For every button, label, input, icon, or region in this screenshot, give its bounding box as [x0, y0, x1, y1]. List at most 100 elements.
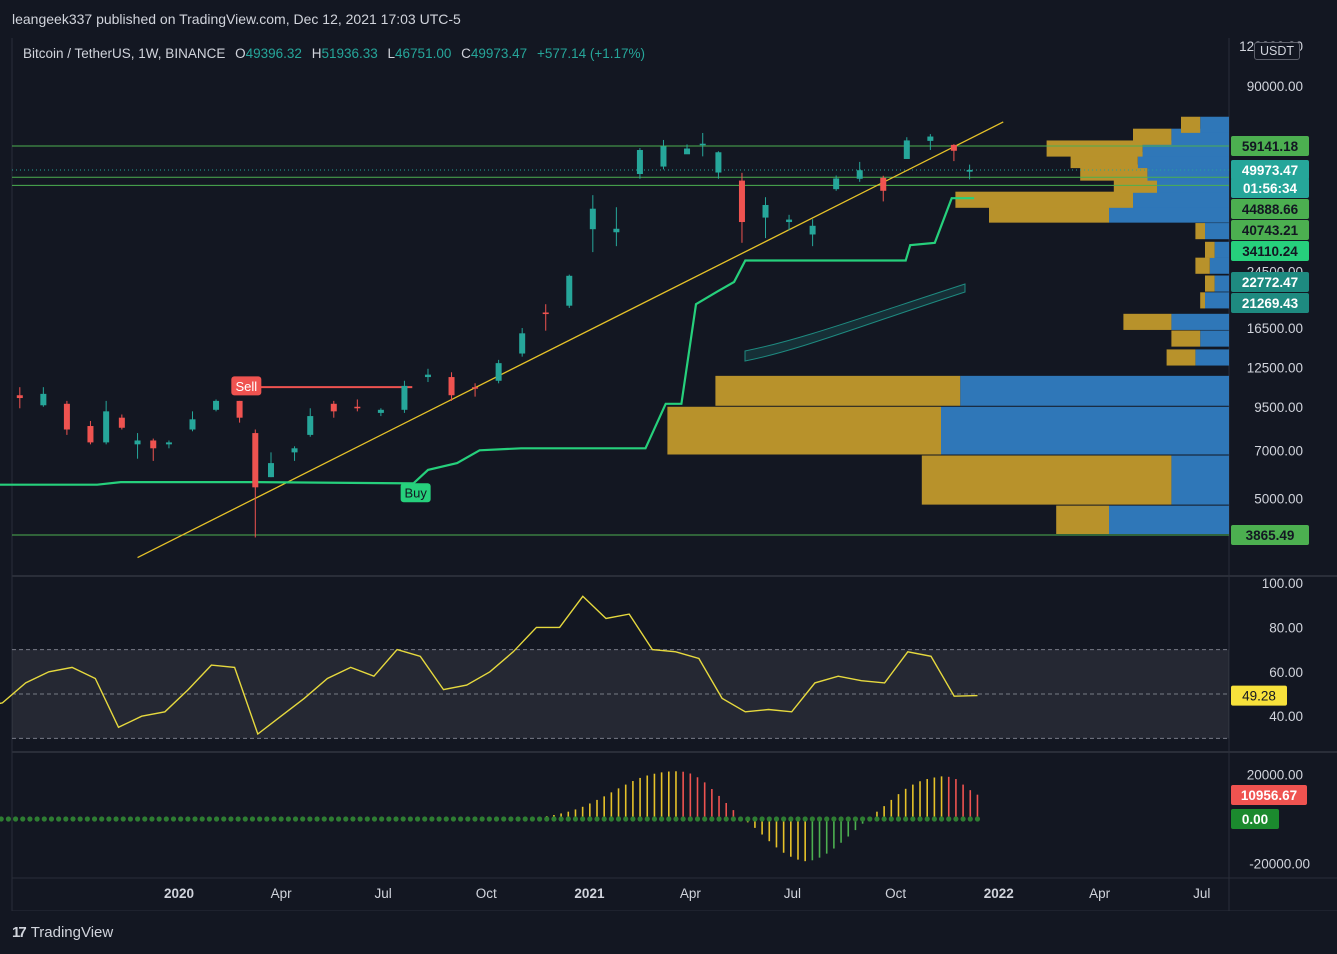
rsi-value-text: 49.28: [1242, 689, 1276, 704]
squeeze-dot: [953, 816, 959, 822]
high-value: 51936.33: [321, 46, 378, 61]
candle-body: [738, 180, 745, 223]
signal-label: Buy: [404, 486, 427, 501]
squeeze-dot: [0, 816, 4, 822]
squeeze-dot: [458, 816, 464, 822]
close-label: C: [461, 46, 471, 61]
squeeze-dot: [91, 816, 98, 822]
candle-body: [252, 433, 259, 488]
squeeze-dot: [508, 816, 514, 822]
rsi-value-label: [1231, 685, 1287, 706]
symbol-name: Bitcoin / TetherUS, 1W, BINANCE: [23, 46, 226, 61]
high-label: H: [311, 46, 322, 61]
candle-body: [880, 177, 887, 191]
squeeze-dot: [888, 816, 894, 822]
squeeze-dot: [637, 816, 643, 822]
price-axis-label-text: 01:56:34: [1243, 181, 1298, 196]
time-axis-tick: Oct: [476, 886, 497, 901]
squeeze-dot: [659, 816, 665, 822]
price-axis-label-text: 34110.24: [1242, 244, 1298, 259]
squeeze-dot: [407, 816, 413, 822]
price-axis-label-text: 40743.21: [1242, 223, 1299, 238]
squeeze-dot: [580, 816, 586, 822]
squeeze-dot: [903, 816, 909, 822]
volume-profile-up-bar: [1200, 330, 1229, 347]
squeeze-dot: [572, 816, 579, 822]
price-axis-tick: 12500.00: [1247, 361, 1303, 376]
squeeze-dot: [20, 816, 26, 822]
squeeze-dot: [142, 816, 148, 822]
candle-body: [613, 228, 620, 233]
squeeze-dot: [960, 816, 966, 822]
squeeze-dot: [257, 816, 263, 822]
squeeze-dot: [666, 816, 672, 822]
time-axis-tick: Jul: [374, 886, 391, 901]
candle-body: [856, 170, 863, 179]
time-axis-tick: 2022: [984, 886, 1014, 901]
squeeze-dot: [429, 816, 435, 822]
squeeze-dot: [831, 816, 837, 822]
squeeze-dot: [178, 816, 184, 822]
squeeze-dot: [271, 816, 277, 822]
candle-body: [87, 426, 94, 443]
candle-body: [786, 219, 793, 223]
volume-profile-up-bar: [1209, 257, 1229, 274]
price-axis-label: [1231, 136, 1309, 156]
candle-body: [354, 406, 361, 409]
price-axis-label: [1231, 178, 1309, 198]
candle-body: [63, 403, 70, 430]
squeeze-dot: [845, 816, 851, 822]
squeeze-dot: [70, 816, 76, 822]
squeeze-dot: [859, 816, 866, 822]
volume-profile-down-bar: [1195, 223, 1205, 240]
squeeze-dot: [694, 816, 701, 822]
squeeze-dot: [587, 816, 593, 822]
volume-profile-down-bar: [1080, 164, 1148, 181]
candle-body: [699, 143, 706, 146]
candle-body: [307, 416, 314, 435]
squeeze-dot: [680, 816, 686, 822]
signal-badge: [400, 483, 431, 503]
squeeze-dot: [551, 816, 557, 822]
momentum-value-label: [1231, 785, 1307, 805]
squeeze-dot: [371, 816, 378, 822]
price-axis-tick: 5000.00: [1254, 491, 1303, 506]
volume-profile-down-bar: [1205, 275, 1215, 292]
squeeze-dot: [608, 816, 614, 822]
volume-profile-up-bar: [941, 406, 1229, 455]
squeeze-dot: [235, 816, 241, 822]
brand[interactable]: 17 TradingView: [12, 924, 113, 941]
low-label: L: [387, 46, 396, 61]
rsi-axis-tick: 40.00: [1269, 709, 1303, 724]
squeeze-dot: [852, 816, 859, 822]
squeeze-dot: [343, 816, 349, 822]
squeeze-dot: [938, 816, 945, 822]
price-axis-label: [1231, 272, 1309, 292]
squeeze-dot: [644, 816, 650, 822]
squeeze-dot: [56, 816, 62, 822]
squeeze-dot: [156, 816, 162, 822]
price-axis-tick: 90000.00: [1247, 79, 1303, 94]
squeeze-dot: [300, 816, 306, 822]
squeeze-dot: [192, 816, 198, 822]
squeeze-dot: [529, 816, 536, 822]
volume-profile-down-bar: [1166, 349, 1196, 366]
low-value: 46751.00: [395, 46, 452, 61]
squeeze-dot: [630, 816, 636, 822]
volume-profile-up-bar: [1171, 455, 1229, 505]
squeeze-dot: [752, 816, 758, 822]
squeeze-dot: [357, 816, 363, 822]
candle-body: [519, 333, 526, 354]
squeeze-dot: [436, 816, 442, 822]
candle-body: [401, 385, 408, 410]
squeeze-dot: [493, 816, 500, 822]
squeeze-dot: [163, 816, 169, 822]
currency-button[interactable]: USDT: [1254, 42, 1301, 60]
squeeze-dot: [723, 816, 729, 822]
squeeze-dot: [206, 816, 212, 822]
squeeze-dot: [228, 816, 234, 822]
squeeze-dot: [709, 816, 715, 822]
candle-body: [291, 448, 298, 453]
time-axis-tick: Jul: [784, 886, 801, 901]
